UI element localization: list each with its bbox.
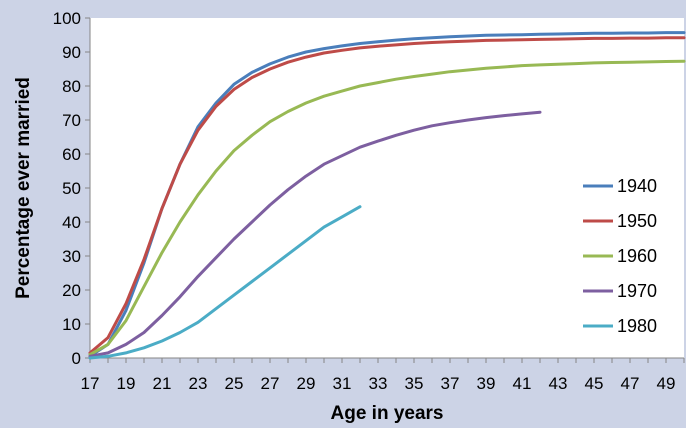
x-tick-label: 47 (621, 374, 640, 393)
x-tick-label: 31 (333, 374, 352, 393)
x-tick-label: 19 (117, 374, 136, 393)
series-line-1960 (88, 59, 686, 357)
legend-label-1980: 1980 (617, 316, 657, 336)
legend-label-1970: 1970 (617, 281, 657, 301)
series-line-1970 (88, 110, 542, 358)
x-tick-label: 23 (189, 374, 208, 393)
x-tick-label: 37 (441, 374, 460, 393)
x-tick-label: 29 (297, 374, 316, 393)
y-tick-label: 90 (62, 43, 81, 62)
y-tick-label: 70 (62, 111, 81, 130)
y-tick-label: 80 (62, 77, 81, 96)
y-tick-label: 100 (53, 9, 81, 28)
x-tick-label: 39 (477, 374, 496, 393)
series-lines (88, 31, 686, 360)
plot-area (90, 18, 684, 358)
x-tick-label: 33 (369, 374, 388, 393)
series-line-1980 (88, 205, 362, 360)
x-tick-label: 35 (405, 374, 424, 393)
legend-label-1940: 1940 (617, 176, 657, 196)
x-tick-label: 41 (513, 374, 532, 393)
y-tick-label: 10 (62, 315, 81, 334)
y-tick-label: 60 (62, 145, 81, 164)
y-tick-label: 0 (72, 349, 81, 368)
legend-label-1960: 1960 (617, 246, 657, 266)
series-line-1950 (88, 36, 686, 355)
x-tick-label: 45 (585, 374, 604, 393)
y-tick-label: 30 (62, 247, 81, 266)
x-tick-label: 21 (153, 374, 172, 393)
x-tick-label: 49 (657, 374, 676, 393)
x-axis-title: Age in years (331, 403, 444, 424)
y-tick-label: 50 (62, 179, 81, 198)
y-tick-label: 20 (62, 281, 81, 300)
y-ticks: 0 10 20 30 40 50 60 70 80 90 100 (53, 9, 90, 368)
x-ticks: 17 19 21 23 25 27 29 31 33 35 37 39 41 43 45 47 49 (81, 358, 685, 393)
legend-label-1950: 1950 (617, 211, 657, 231)
x-tick-label: 43 (549, 374, 568, 393)
y-axis-title: Percentage ever married (13, 77, 34, 299)
legend: 1940 1950 1960 1970 1980 (583, 176, 657, 336)
y-tick-label: 40 (62, 213, 81, 232)
x-tick-label: 27 (261, 374, 280, 393)
x-tick-label: 25 (225, 374, 244, 393)
x-tick-label: 17 (81, 374, 100, 393)
